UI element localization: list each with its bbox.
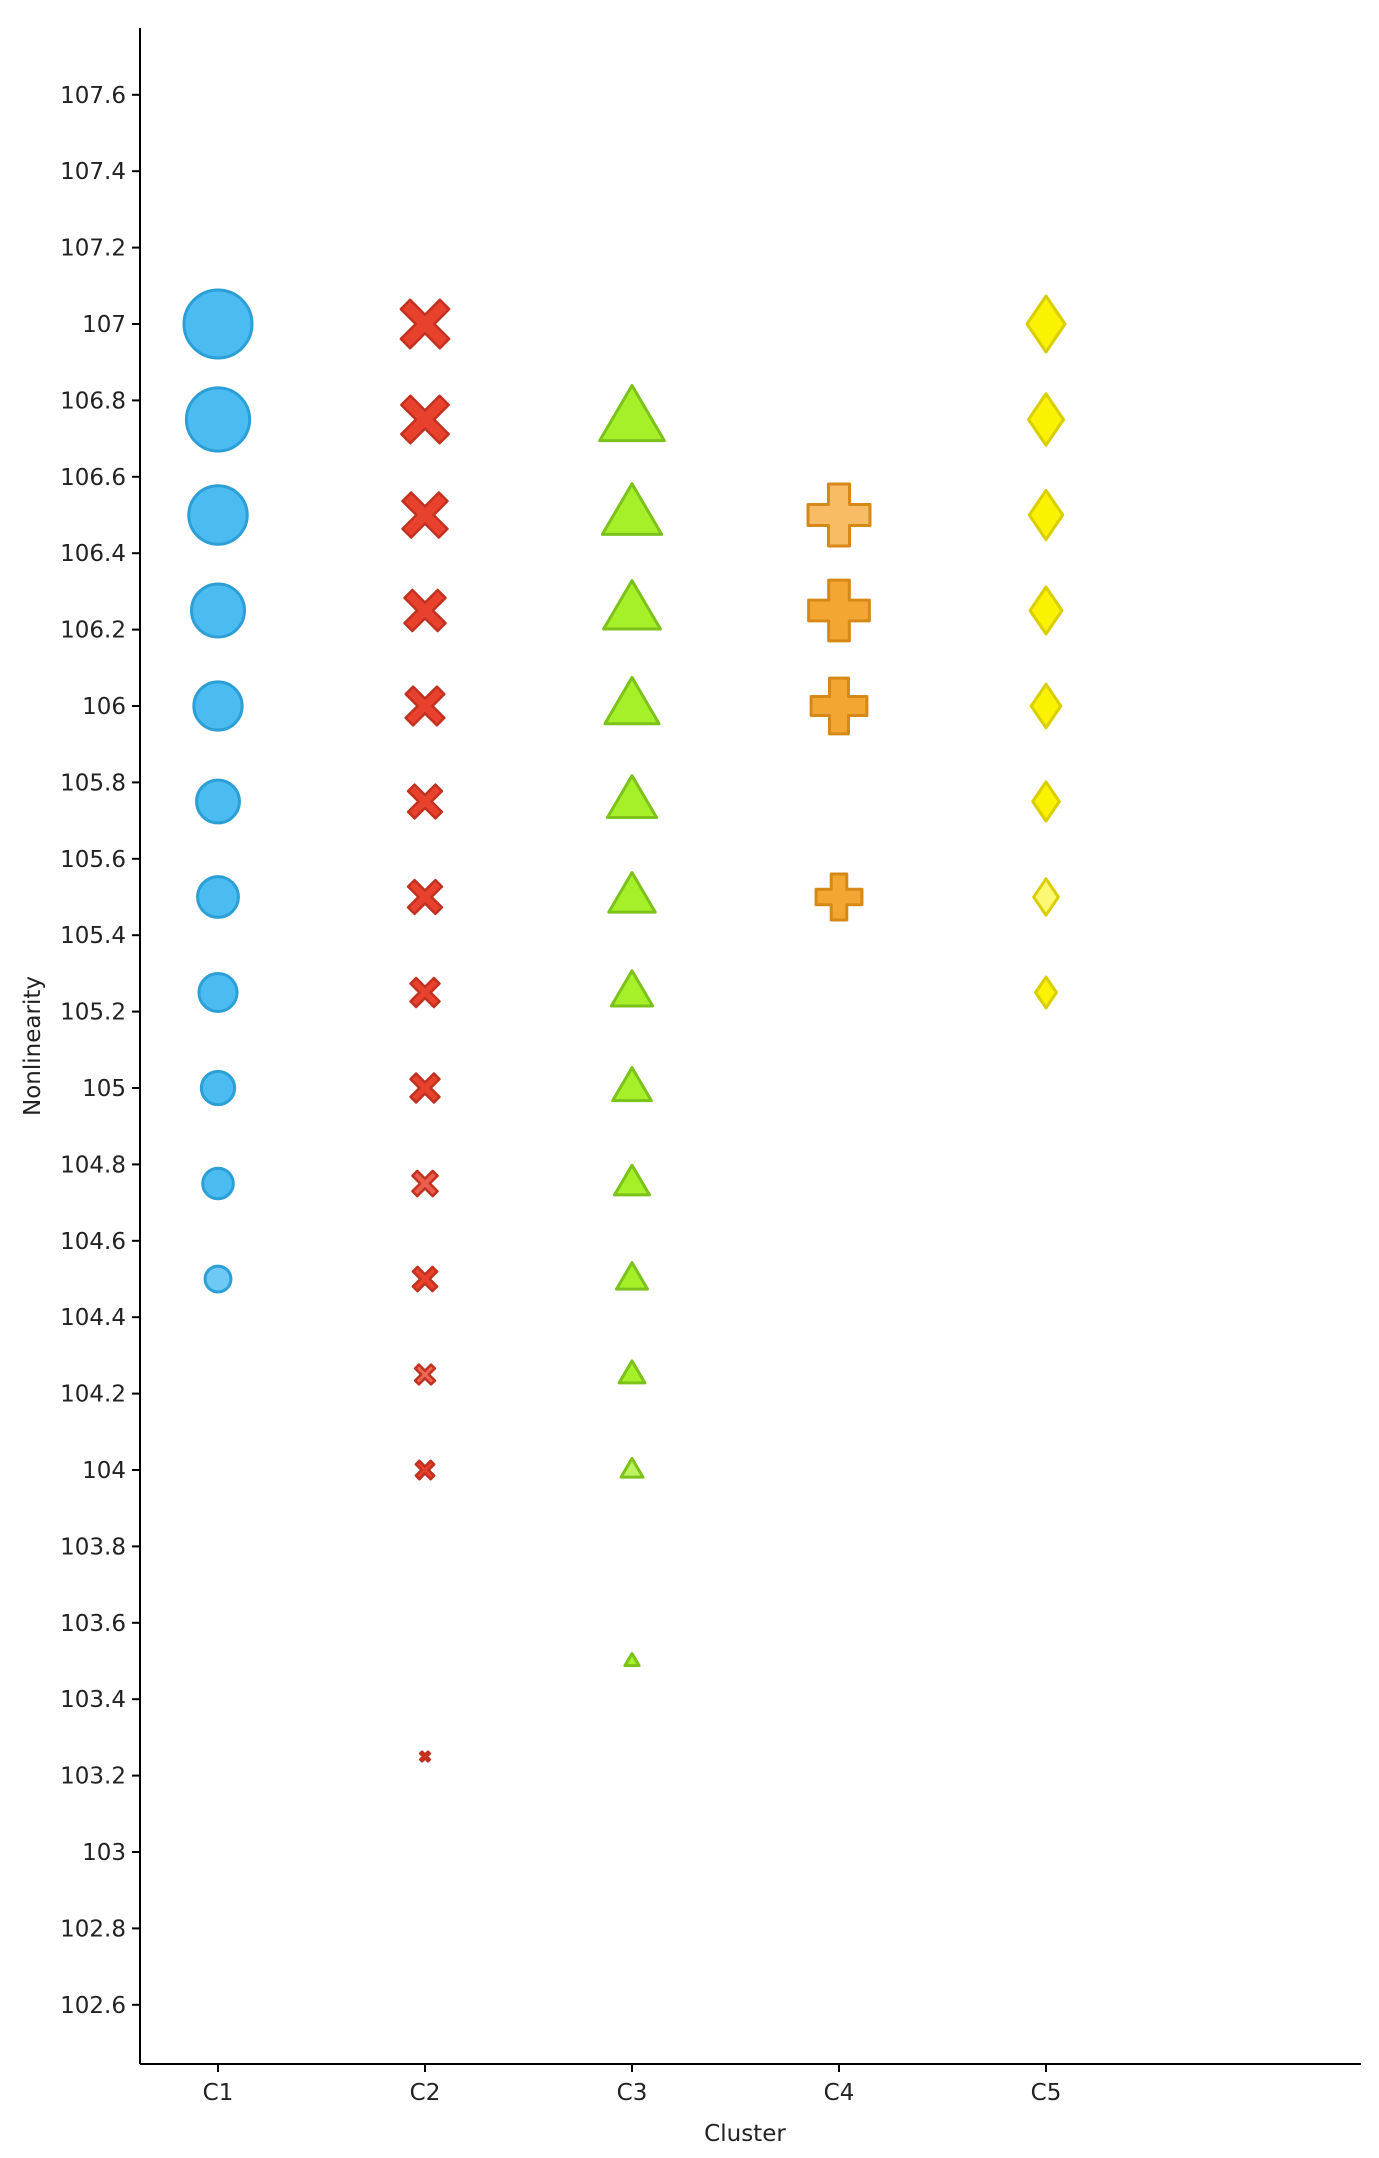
- marker-c2-x: [411, 1169, 439, 1198]
- y-tick-label: 105.8: [60, 770, 126, 796]
- y-tick-label: 104: [82, 1458, 126, 1484]
- marker-c4-plus: [807, 578, 871, 643]
- y-tick-label: 106: [82, 694, 126, 720]
- marker-c2-x: [404, 685, 446, 727]
- y-tick-label: 104.8: [60, 1152, 126, 1178]
- axes: [139, 28, 1361, 2065]
- y-axis-ticks: 102.6 102.8 103 103.2 103.4 103.6 103.8 104 104.…: [60, 83, 140, 2019]
- marker-c1-circle: [197, 971, 239, 1014]
- y-tick-label: 103: [82, 1840, 126, 1866]
- y-tick-label: 105.2: [60, 1000, 126, 1026]
- x-axis-ticks: C1 C2 C3 C4 C5: [203, 2064, 1062, 2106]
- x-tick-label: C4: [824, 2080, 855, 2106]
- marker-c4-plus: [809, 676, 869, 736]
- marker-c2-x: [406, 878, 444, 916]
- y-tick-label: 107: [82, 312, 126, 338]
- y-tick-label: 104.2: [60, 1382, 126, 1408]
- y-tick-label: 106.6: [60, 465, 126, 491]
- marker-c1-circle: [184, 386, 252, 453]
- marker-c3-triangle: [603, 675, 661, 726]
- marker-c5-diamond: [1025, 294, 1067, 354]
- marker-c5-diamond: [1032, 877, 1060, 917]
- marker-c3-triangle: [613, 1163, 651, 1197]
- marker-c1-circle: [192, 680, 244, 732]
- marker-c3-triangle: [617, 1359, 647, 1385]
- y-tick-label: 106.2: [60, 618, 126, 644]
- marker-c2-x: [409, 976, 441, 1009]
- marker-c5-diamond: [1027, 488, 1065, 542]
- marker-c1-circle: [182, 288, 254, 360]
- marker-c5-diamond: [1034, 975, 1058, 1010]
- y-tick-label: 103.6: [60, 1611, 126, 1637]
- marker-c1-circle: [195, 778, 241, 825]
- marker-c1-circle: [187, 484, 249, 546]
- marker-c3-triangle: [609, 969, 655, 1008]
- marker-c3-triangle: [598, 384, 666, 443]
- marker-c3-triangle: [611, 1066, 653, 1103]
- marker-c2-x: [406, 783, 444, 820]
- marker-c4-plus: [814, 872, 864, 922]
- y-tick-label: 103.4: [60, 1687, 126, 1713]
- x-tick-label: C1: [203, 2080, 234, 2106]
- marker-c3-triangle: [607, 871, 657, 914]
- marker-c5-diamond: [1028, 585, 1064, 636]
- marker-c1-circle: [189, 582, 247, 639]
- marker-c3-triangle: [623, 1652, 641, 1668]
- y-tick-label: 103.2: [60, 1764, 126, 1790]
- y-tick-label: 107.6: [60, 83, 126, 109]
- marker-c3-triangle: [605, 774, 659, 820]
- marker-c2-x: [418, 1750, 432, 1763]
- marker-c1-circle: [201, 1166, 235, 1201]
- marker-c3-triangle: [619, 1456, 645, 1479]
- marker-c2-x: [411, 1265, 439, 1293]
- marker-c2-x: [403, 588, 447, 633]
- y-tick-label: 104.6: [60, 1229, 126, 1255]
- marker-c5-diamond: [1031, 780, 1061, 823]
- data-markers: [182, 288, 1067, 1763]
- marker-c1-circle: [196, 875, 240, 919]
- marker-c2-x: [414, 1459, 436, 1481]
- y-tick-label: 102.8: [60, 1916, 126, 1942]
- y-tick-label: 107.4: [60, 159, 126, 185]
- y-tick-label: 102.6: [60, 1993, 126, 2019]
- marker-c2-x: [400, 394, 450, 445]
- y-tick-label: 104.4: [60, 1305, 126, 1331]
- x-tick-label: C2: [410, 2080, 441, 2106]
- y-tick-label: 106.8: [60, 388, 126, 414]
- marker-c3-triangle: [614, 1261, 650, 1291]
- marker-c2-x: [399, 298, 451, 350]
- marker-c4-plus: [806, 482, 872, 548]
- y-tick-label: 107.2: [60, 236, 126, 262]
- y-tick-label: 103.8: [60, 1534, 126, 1560]
- marker-c5-diamond: [1026, 392, 1066, 447]
- x-axis-label: Cluster: [704, 2121, 786, 2147]
- x-tick-label: C5: [1031, 2080, 1062, 2106]
- marker-c1-circle: [199, 1069, 237, 1107]
- marker-c5-diamond: [1029, 682, 1063, 730]
- marker-c3-triangle: [602, 579, 662, 631]
- y-tick-label: 105.4: [60, 923, 126, 949]
- marker-c2-x: [401, 491, 449, 539]
- y-tick-label: 106.4: [60, 541, 126, 567]
- marker-c3-triangle: [600, 482, 664, 536]
- y-tick-label: 105.6: [60, 847, 126, 873]
- marker-c2-x: [413, 1363, 437, 1386]
- marker-c2-x: [409, 1072, 441, 1104]
- y-axis-label: Nonlinearity: [20, 976, 46, 1116]
- x-tick-label: C3: [617, 2080, 648, 2106]
- y-tick-label: 105: [82, 1076, 126, 1102]
- marker-c1-circle: [203, 1264, 233, 1294]
